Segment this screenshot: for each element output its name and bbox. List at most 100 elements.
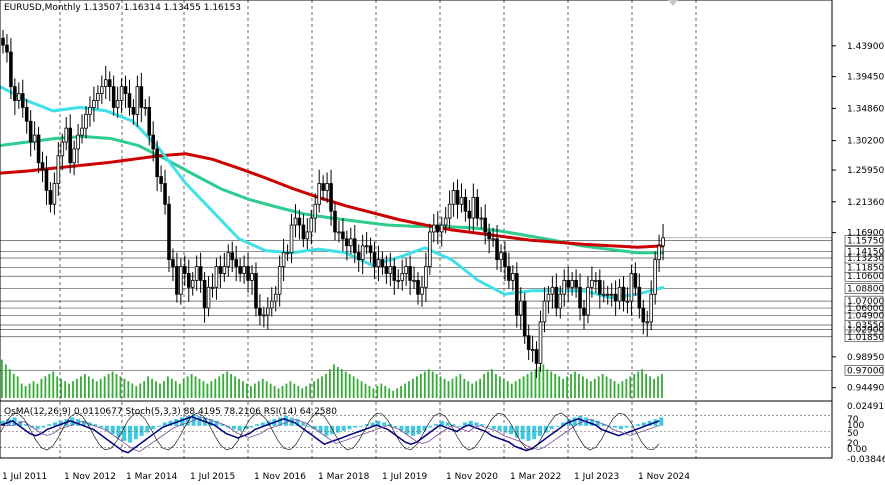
osma-bar [41, 425, 46, 428]
candle [345, 230, 349, 261]
y-tick-label: 1.25950 [847, 166, 884, 176]
osma-bar [312, 425, 317, 430]
volume-bar [273, 386, 276, 398]
candle-body [562, 279, 567, 295]
osma-bar [295, 419, 300, 426]
candle [534, 341, 539, 378]
volume-bar [419, 374, 422, 398]
volume-bar [139, 383, 142, 398]
candle [400, 259, 404, 291]
candle-body [657, 245, 661, 261]
volume-bar [443, 378, 446, 398]
candle [542, 287, 547, 333]
candle-body [238, 266, 242, 274]
volume-bar [91, 378, 94, 398]
candle-body [384, 266, 389, 274]
volume-bar [542, 364, 545, 398]
osma-bar [35, 425, 40, 430]
osma-bar [572, 417, 577, 426]
candle [111, 75, 116, 116]
candle-body [518, 300, 523, 316]
volume-bar [538, 366, 541, 398]
candle-body [337, 231, 341, 234]
candle-body [56, 155, 61, 184]
candle-body [273, 293, 278, 302]
x-tick-label: 1 Jul 2019 [382, 472, 427, 482]
candle-body [250, 273, 254, 281]
candle-body [210, 286, 215, 289]
candle-body [400, 273, 404, 281]
volume-bar [174, 381, 177, 398]
volume-bar [641, 369, 644, 398]
volume-bar [194, 376, 197, 398]
osma-bar [434, 424, 439, 426]
candle [661, 223, 665, 261]
volume-bar [463, 378, 466, 398]
shift-marker-icon[interactable] [668, 0, 678, 6]
osma-bar [428, 425, 433, 428]
candle [107, 71, 112, 102]
osma-bar [532, 425, 537, 440]
osma-bar [335, 425, 340, 433]
candle [143, 99, 148, 116]
osma-bar [561, 422, 566, 426]
volume-bar [269, 383, 272, 398]
x-tick-label: 1 Mar 2014 [126, 472, 178, 482]
candle-body [226, 252, 231, 267]
candle-body [186, 273, 191, 288]
candle-body [183, 266, 187, 274]
candle-body [107, 79, 112, 88]
candle [305, 218, 310, 250]
volume-bar [84, 374, 86, 398]
osma-bar [509, 425, 514, 435]
volume-bar [151, 378, 153, 398]
price-level-box [844, 365, 884, 376]
candle-body [9, 51, 13, 88]
candle-body [103, 79, 108, 88]
candle-body [408, 266, 412, 281]
candle [487, 223, 491, 254]
candle [96, 85, 100, 109]
volume-bar [479, 378, 482, 398]
candle [167, 195, 171, 273]
volume-bar [360, 381, 363, 398]
volume-bar [396, 388, 399, 398]
candle [337, 220, 341, 243]
candle-body [420, 286, 424, 295]
volume-bar [60, 378, 63, 398]
candle [439, 216, 444, 247]
candle-body [515, 273, 519, 316]
candle-body [550, 286, 555, 295]
volume-layer [1, 359, 663, 398]
indicator-tick-label: 0.024918 [847, 402, 885, 412]
osma-bar [503, 425, 508, 433]
volume-bar [554, 374, 557, 398]
candle [317, 169, 321, 213]
volume-bar [230, 374, 233, 398]
candle [601, 280, 606, 303]
osma-bar [410, 425, 415, 436]
candle [435, 211, 440, 245]
y-tick-label: 1.43900 [847, 42, 884, 52]
osma-bar [255, 424, 260, 426]
indicator-title: OsMA(12,26,9) 0.0110677 Stoch(5,3,3) 88.… [4, 407, 337, 417]
volume-bar [340, 369, 343, 398]
osma-bar [549, 425, 554, 430]
volume-bar [617, 383, 620, 398]
candle [617, 278, 622, 310]
osma-bar [18, 420, 23, 426]
osma-bar [191, 414, 196, 426]
candle-body [495, 238, 499, 261]
volume-bar [589, 381, 592, 398]
volume-bar [143, 381, 146, 398]
osma-bar [99, 425, 104, 428]
osma-bar [382, 422, 387, 426]
volume-bar [475, 381, 478, 398]
osma-bar [630, 425, 635, 427]
osma-bar [93, 424, 98, 426]
volume-bar [218, 376, 221, 398]
candle-body [72, 148, 76, 164]
osma-bar [439, 420, 444, 426]
